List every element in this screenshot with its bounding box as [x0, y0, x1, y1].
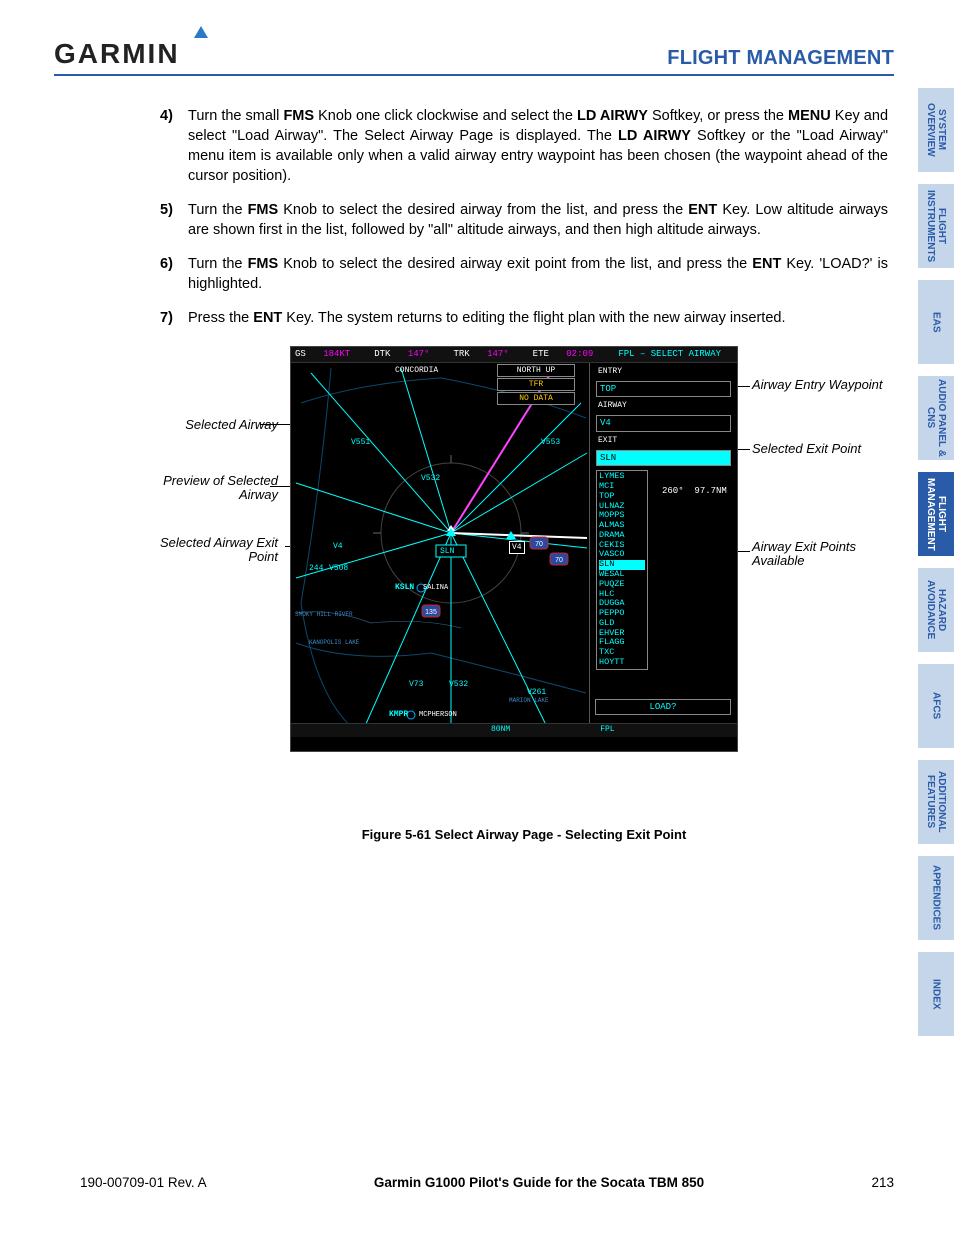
mfd-status-bar: GS 184KT DTK 147° TRK 147° ETE 02:09 FPL… — [291, 347, 737, 363]
map-sln: SLN — [440, 546, 454, 557]
map-v4b: V4 — [509, 541, 525, 554]
map-salina: SALINA — [423, 584, 448, 594]
fpl-softkey: FPL — [600, 724, 614, 737]
step-number: 5) — [160, 200, 188, 240]
section-tab[interactable]: AUDIO PANEL & CNS — [918, 376, 954, 460]
map-v532b: V532 — [449, 679, 468, 690]
map-v508: V508 — [329, 563, 348, 574]
section-tab[interactable]: FLIGHT INSTRUMENTS — [918, 184, 954, 268]
callout-label: Airway Exit Points Available — [752, 540, 892, 569]
exit-field: SLN — [596, 450, 731, 466]
airway-field: V4 — [596, 415, 731, 431]
svg-text:70: 70 — [555, 557, 563, 564]
entry-label: ENTRY — [598, 366, 737, 377]
brg-dist: 260° 97.7NM — [662, 485, 727, 497]
step-text: Turn the FMS Knob to select the desired … — [188, 200, 888, 240]
doc-title: Garmin G1000 Pilot's Guide for the Socat… — [374, 1175, 704, 1190]
map-marion: MARION LAKE — [509, 697, 549, 705]
callout-label: Preview of Selected Airway — [160, 474, 278, 503]
figure-caption: Figure 5-61 Select Airway Page - Selecti… — [160, 826, 888, 844]
page-number: 213 — [871, 1175, 894, 1190]
callout-label: Airway Entry Waypoint — [752, 378, 892, 392]
page-header: GARMIN FLIGHT MANAGEMENT — [54, 38, 894, 76]
step-number: 7) — [160, 308, 188, 328]
instruction-step: 5)Turn the FMS Knob to select the desire… — [160, 200, 888, 240]
figure-wrap: Selected Airway Preview of Selected Airwa… — [160, 346, 888, 816]
map-ksln: KSLN — [395, 582, 414, 593]
trk-label: TRK 147° — [453, 348, 520, 360]
ete-label: ETE 02:09 — [533, 348, 606, 360]
gs-label: GS 184KT — [295, 348, 362, 360]
section-tab[interactable]: FLIGHT MANAGEMENT — [918, 472, 954, 556]
map-v4: V4 — [333, 541, 343, 552]
exit-list-item: HOYTT — [599, 658, 645, 668]
map-v73: V73 — [409, 679, 423, 690]
callout-label: Selected Airway Exit Point — [160, 536, 278, 565]
instruction-step: 4)Turn the small FMS Knob one click cloc… — [160, 106, 888, 186]
doc-rev: 190-00709-01 Rev. A — [80, 1175, 207, 1190]
logo-triangle-icon — [194, 26, 208, 38]
entry-field: TOP — [596, 381, 731, 397]
map-legend: NORTH UP TFR NO DATA — [497, 364, 575, 406]
svg-text:135: 135 — [425, 609, 437, 616]
map-244: 244 — [309, 563, 323, 574]
map-v551: V551 — [351, 437, 370, 448]
map-river: SMOKY HILL RIVER — [295, 611, 353, 619]
airway-label: AIRWAY — [598, 400, 737, 411]
page-content: 4)Turn the small FMS Knob one click cloc… — [160, 106, 888, 844]
step-text: Turn the FMS Knob to select the desired … — [188, 254, 888, 294]
map-kmpr: KMPR — [389, 709, 408, 720]
step-text: Turn the small FMS Knob one click clockw… — [188, 106, 888, 186]
step-number: 6) — [160, 254, 188, 294]
instruction-step: 6)Turn the FMS Knob to select the desire… — [160, 254, 888, 294]
callout-label: Selected Exit Point — [752, 442, 892, 456]
nav-map: 7070135135 CONCORDIA V551 V532 V553 V4 V… — [291, 363, 589, 737]
page-title-bar: FPL – SELECT AIRWAY — [618, 348, 721, 360]
section-tab[interactable]: ADDITIONAL FEATURES — [918, 760, 954, 844]
legend-northup: NORTH UP — [497, 364, 575, 377]
map-mcpherson: MCPHERSON — [419, 711, 457, 721]
section-tab[interactable]: APPENDICES — [918, 856, 954, 940]
section-tab[interactable]: AFCS — [918, 664, 954, 748]
logo-text: GARMIN — [54, 38, 180, 69]
garmin-logo: GARMIN — [54, 38, 180, 70]
map-scale: 80NM — [491, 724, 510, 737]
map-v553: V553 — [541, 437, 560, 448]
section-title: FLIGHT MANAGEMENT — [667, 47, 894, 70]
dtk-label: DTK 147° — [374, 348, 441, 360]
svg-text:70: 70 — [535, 541, 543, 548]
section-tab[interactable]: SYSTEM OVERVIEW — [918, 88, 954, 172]
step-number: 4) — [160, 106, 188, 186]
mfd-screenshot: GS 184KT DTK 147° TRK 147° ETE 02:09 FPL… — [290, 346, 738, 752]
section-tab[interactable]: EAS — [918, 280, 954, 364]
select-airway-panel: ENTRY TOP AIRWAY V4 EXIT SLN LYMESMCITOP… — [589, 363, 737, 737]
mfd-softkey-bar: 80NM FPL — [291, 723, 737, 737]
section-tab[interactable]: INDEX — [918, 952, 954, 1036]
map-city: CONCORDIA — [395, 365, 438, 376]
instruction-step: 7)Press the ENT Key. The system returns … — [160, 308, 888, 328]
callout-label: Selected Airway — [160, 418, 278, 432]
map-v532a: V532 — [421, 473, 440, 484]
legend-tfr: TFR — [497, 378, 575, 391]
page-footer: 190-00709-01 Rev. A Garmin G1000 Pilot's… — [80, 1175, 894, 1190]
load-prompt: LOAD? — [595, 699, 731, 715]
exit-label: EXIT — [598, 435, 737, 446]
legend-nodata: NO DATA — [497, 392, 575, 405]
exit-points-list: LYMESMCITOPULNAZMOPPSALMASDRAMACEKISVASC… — [596, 470, 648, 669]
map-lake: KANOPOLIS LAKE — [309, 639, 359, 647]
step-text: Press the ENT Key. The system returns to… — [188, 308, 888, 328]
mfd-body: 7070135135 CONCORDIA V551 V532 V553 V4 V… — [291, 363, 737, 737]
section-tabs: SYSTEM OVERVIEW FLIGHT INSTRUMENTS EAS AUDI… — [912, 88, 954, 1048]
section-tab[interactable]: HAZARD AVOIDANCE — [918, 568, 954, 652]
